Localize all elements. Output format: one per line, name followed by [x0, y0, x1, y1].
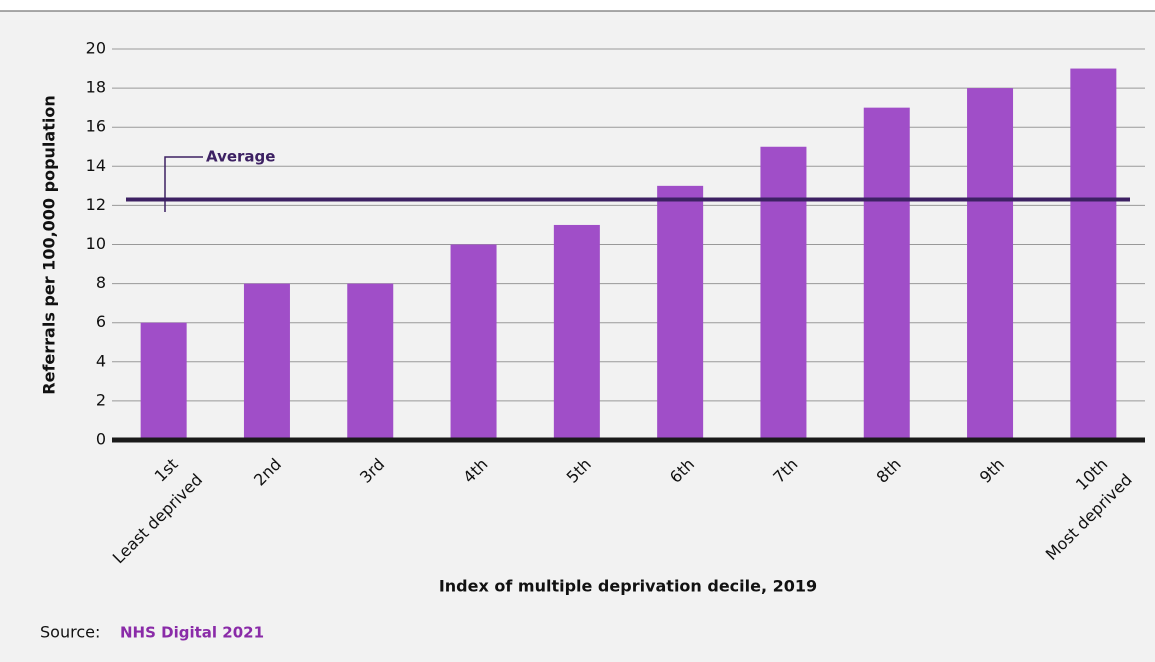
y-tick-label: 4 [96, 351, 106, 370]
x-axis-title: Index of multiple deprivation decile, 20… [439, 577, 817, 596]
y-tick-label: 14 [86, 156, 106, 175]
bar [1070, 68, 1117, 441]
bar [243, 283, 290, 440]
bar [863, 107, 910, 441]
y-tick-label: 8 [96, 273, 106, 292]
average-callout [164, 156, 203, 212]
bar [760, 146, 807, 440]
bar [140, 322, 187, 440]
bar [967, 88, 1014, 440]
y-tick-label: 12 [86, 195, 106, 214]
source-link[interactable]: NHS Digital 2021 [120, 624, 264, 642]
y-tick-label: 2 [96, 390, 106, 409]
y-tick-label: 6 [96, 312, 106, 331]
y-tick-label: 18 [86, 78, 106, 97]
y-tick-label: 16 [86, 117, 106, 136]
bar [657, 185, 704, 440]
y-tick-label: 0 [96, 430, 106, 449]
bar [450, 244, 497, 440]
bar [553, 224, 600, 440]
source-prefix: Source: [40, 623, 100, 642]
bar [347, 283, 394, 440]
y-axis-title: Referrals per 100,000 population [40, 95, 59, 394]
y-tick-label: 20 [86, 39, 106, 58]
average-label: Average [206, 148, 275, 166]
y-tick-label: 10 [86, 234, 106, 253]
